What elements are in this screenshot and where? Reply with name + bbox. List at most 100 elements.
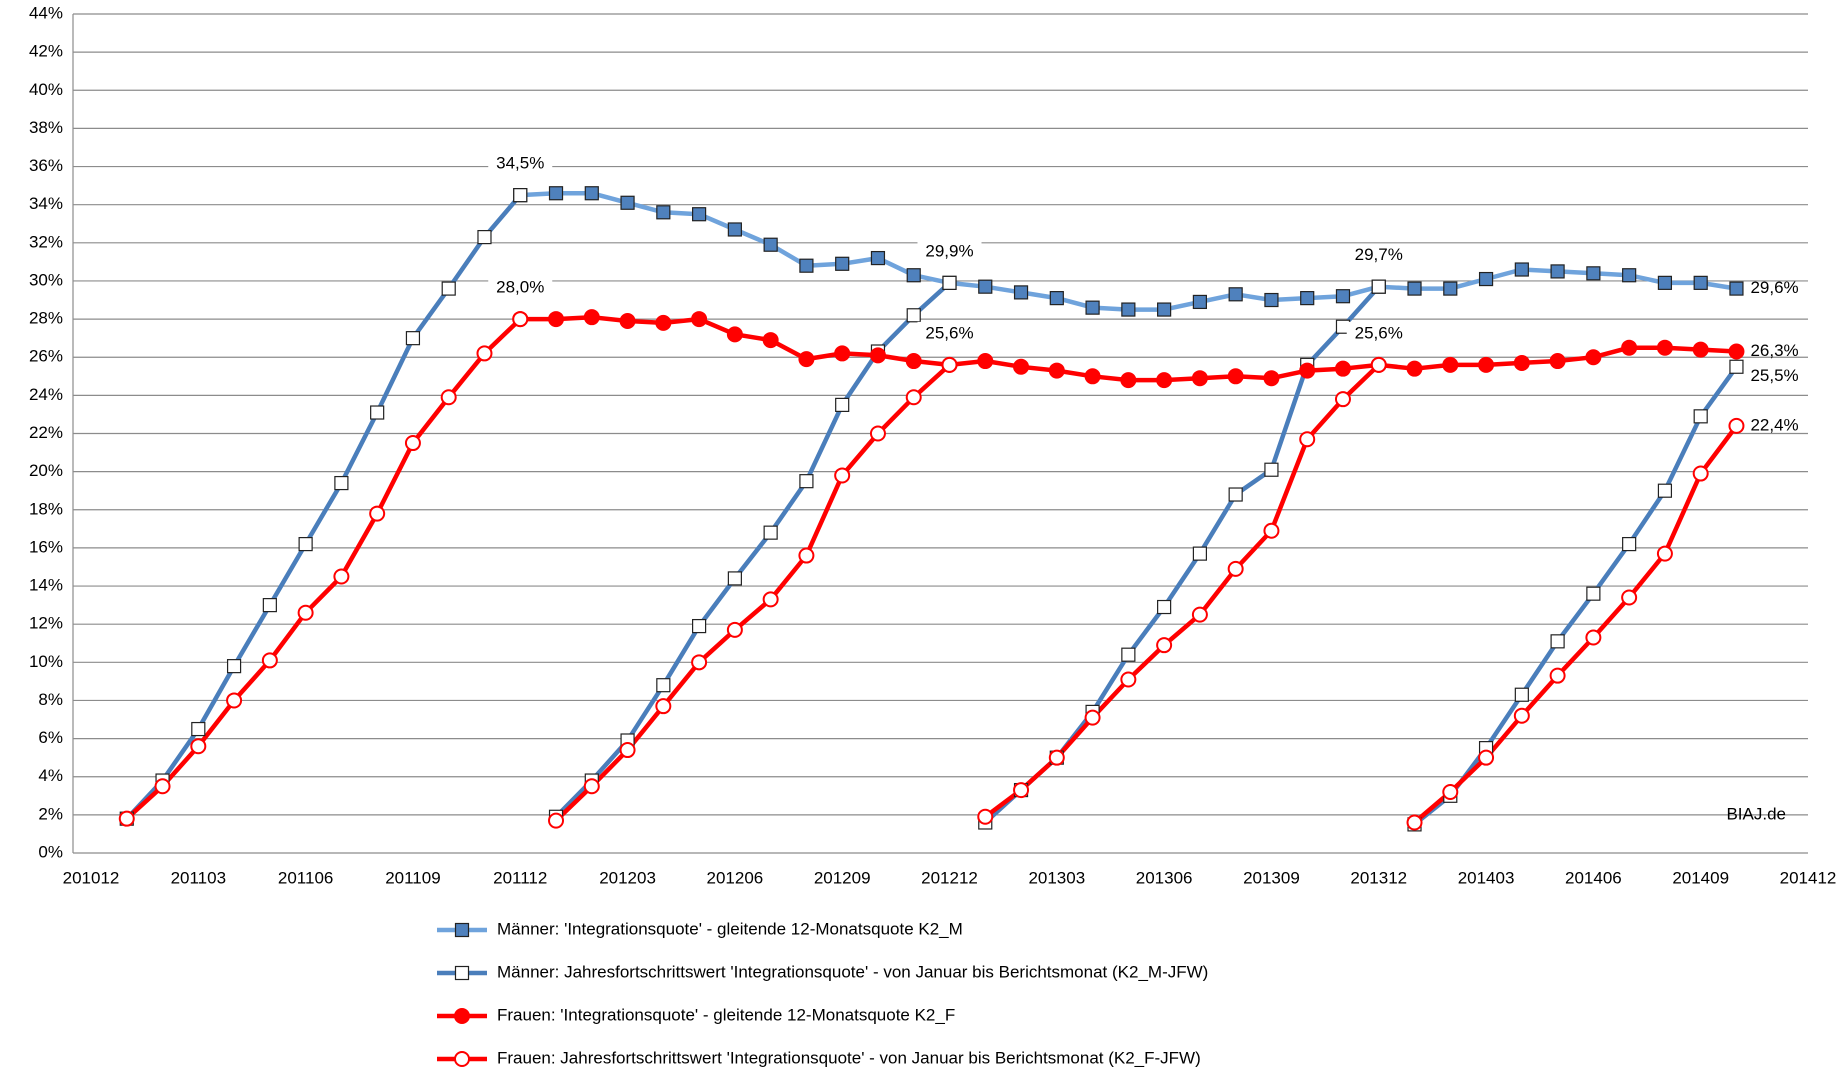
data-point (1335, 289, 1351, 304)
y-tick-label: 40% (29, 80, 63, 99)
data-point (834, 345, 851, 362)
data-point (1228, 487, 1243, 502)
y-tick-label: 38% (29, 118, 63, 137)
data-point (1013, 285, 1029, 300)
series-line (983, 363, 1381, 819)
data-point (1300, 291, 1315, 306)
data-point (1334, 391, 1351, 408)
data-point (297, 604, 314, 621)
data-label: 26,3% (1750, 341, 1798, 360)
data-point (620, 195, 635, 210)
data-point (1692, 465, 1709, 482)
data-label: 22,4% (1750, 415, 1798, 434)
data-point (1156, 637, 1173, 654)
data-point (191, 721, 206, 737)
x-tick-label: 201409 (1672, 868, 1729, 887)
data-point (262, 598, 277, 613)
series-line (1413, 365, 1739, 827)
data-point (1406, 360, 1423, 377)
data-point (513, 188, 528, 203)
data-point (1334, 360, 1351, 377)
data-point (369, 505, 386, 522)
x-tick-label: 201309 (1243, 868, 1300, 887)
data-point (1013, 358, 1030, 375)
data-point (1692, 341, 1709, 358)
data-point (1478, 356, 1495, 373)
data-label: 29,6% (1750, 278, 1798, 297)
y-tick-label: 0% (38, 842, 63, 861)
data-point (619, 312, 636, 329)
y-tick-label: 44% (29, 3, 63, 22)
data-point (1370, 356, 1387, 373)
data-point (583, 778, 600, 795)
series-line (520, 314, 1737, 383)
x-tick-label: 201403 (1458, 868, 1515, 887)
y-tick-label: 24% (29, 385, 63, 404)
data-point (584, 186, 599, 201)
x-tick-label: 201203 (599, 868, 656, 887)
data-point (512, 311, 529, 328)
data-point (1514, 687, 1529, 702)
data-point (118, 810, 135, 827)
data-point (1263, 522, 1280, 539)
data-point (333, 568, 350, 585)
data-point (942, 275, 957, 290)
y-tick-label: 12% (29, 614, 63, 633)
data-point (906, 268, 921, 283)
annotation: BIAJ.de (1726, 804, 1786, 823)
data-point (1048, 362, 1065, 379)
y-tick-label: 22% (29, 423, 63, 442)
data-point (1656, 339, 1673, 356)
x-tick-label: 201312 (1350, 868, 1407, 887)
label-bg (1346, 243, 1411, 268)
data-point (1121, 647, 1136, 662)
data-point (834, 467, 851, 484)
label-bg (1346, 321, 1411, 346)
y-tick-label: 26% (29, 347, 63, 366)
y-tick-label: 2% (38, 804, 63, 823)
data-point (477, 229, 492, 245)
x-tick-label: 201112 (493, 868, 547, 887)
x-tick-label: 201209 (814, 868, 871, 887)
data-point (619, 742, 636, 759)
data-point (1192, 546, 1207, 561)
label-bg (488, 152, 553, 177)
data-point (977, 808, 994, 825)
data-point (762, 591, 779, 608)
data-point (1228, 287, 1243, 302)
data-point (1263, 370, 1280, 387)
data-point (1191, 606, 1208, 623)
data-point (548, 311, 565, 328)
data-point (1621, 589, 1638, 606)
legend-marker (454, 965, 470, 981)
data-point (1514, 262, 1529, 277)
data-point (548, 186, 564, 201)
data-point (1048, 749, 1065, 766)
data-point (691, 654, 708, 671)
data-label: 29,9% (925, 241, 973, 260)
data-point (692, 207, 707, 222)
series-line (554, 363, 952, 823)
data-point (1157, 302, 1172, 317)
y-tick-label: 4% (38, 766, 63, 785)
data-point (835, 256, 850, 271)
data-point (1656, 545, 1673, 562)
data-point (226, 692, 243, 709)
data-point (1622, 268, 1637, 283)
x-tick-label: 201306 (1136, 868, 1193, 887)
data-point (441, 281, 456, 296)
data-point (799, 474, 814, 489)
y-tick-label: 18% (29, 499, 63, 518)
legend-marker (454, 1051, 470, 1067)
data-point (906, 308, 921, 323)
data-label: 34,5% (496, 154, 544, 173)
x-tick-label: 201303 (1028, 868, 1085, 887)
data-point (727, 222, 742, 237)
data-point (476, 345, 493, 362)
legend-label: Frauen: 'Integrationsquote' - gleitende … (497, 1005, 955, 1024)
y-tick-label: 20% (29, 461, 63, 480)
legend-label: Frauen: Jahresfortschrittswert 'Integrat… (497, 1048, 1201, 1067)
data-point (1442, 783, 1459, 800)
data-point (583, 309, 600, 326)
